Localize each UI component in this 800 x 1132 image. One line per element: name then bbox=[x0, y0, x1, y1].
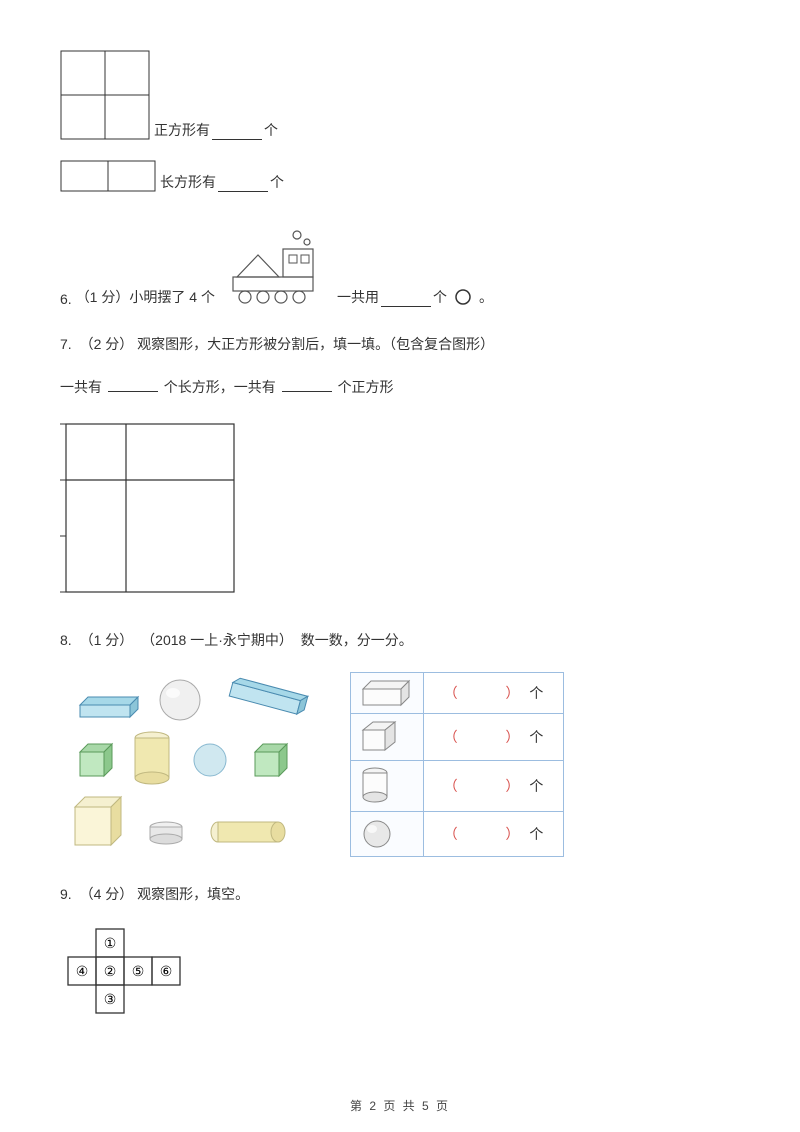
train-figure bbox=[221, 227, 331, 307]
q9-num: 9. bbox=[60, 886, 72, 902]
q7-line1: 7. （2 分） 观察图形，大正方形被分割后，填一填。（包含复合图形） bbox=[60, 332, 740, 357]
q5a-row: 正方形有 个 bbox=[60, 50, 740, 140]
q7-text: 观察图形，大正方形被分割后，填一填。（包含复合图形） bbox=[137, 336, 494, 352]
unit: 个 bbox=[529, 778, 543, 794]
q5b-label: 长方形有 bbox=[160, 172, 216, 192]
cell6: ⑥ bbox=[160, 963, 173, 979]
rparen: ） bbox=[505, 729, 519, 745]
q6-num: 6. bbox=[60, 291, 72, 307]
q7-points: （2 分） bbox=[80, 336, 134, 352]
q7-line2: 一共有 个长方形，一共有 个正方形 bbox=[60, 375, 740, 400]
rparen: ） bbox=[505, 685, 519, 701]
page-footer: 第 2 页 共 5 页 bbox=[0, 1097, 800, 1114]
cuboid-icon bbox=[361, 679, 413, 707]
table-row: （ ） 个 bbox=[351, 811, 564, 856]
q5b-blank[interactable] bbox=[218, 176, 268, 192]
q8-points: （1 分） bbox=[80, 632, 134, 648]
q6-mid: 一共用 bbox=[337, 287, 379, 307]
q7-num: 7. bbox=[60, 336, 72, 352]
table-row: （ ） 个 bbox=[351, 760, 564, 811]
rparen: ） bbox=[505, 778, 519, 794]
unit: 个 bbox=[529, 729, 543, 745]
q8-src: （2018 一上·永宁期中） bbox=[141, 632, 293, 648]
q8-table: （ ） 个 （ ） 个 bbox=[350, 672, 564, 857]
unit: 个 bbox=[529, 826, 543, 842]
q9-points: （4 分） bbox=[80, 886, 134, 902]
q9-text: 观察图形，填空。 bbox=[137, 886, 249, 902]
q8-num: 8. bbox=[60, 632, 72, 648]
q6-tail: 。 bbox=[479, 287, 493, 307]
q6-suf: 个 bbox=[433, 287, 447, 307]
cell5: ⑤ bbox=[132, 963, 145, 979]
q8-line: 8. （1 分） （2018 一上·永宁期中） 数一数，分一分。 bbox=[60, 628, 740, 653]
q7-l2c: 个正方形 bbox=[338, 379, 394, 395]
rparen: ） bbox=[505, 826, 519, 842]
q6-points: （1 分） bbox=[76, 287, 130, 307]
lparen: （ bbox=[444, 826, 458, 842]
q9-line: 9. （4 分） 观察图形，填空。 bbox=[60, 882, 740, 907]
q7-figure bbox=[60, 418, 240, 598]
lparen: （ bbox=[444, 685, 458, 701]
table-row: （ ） 个 bbox=[351, 672, 564, 713]
cylinder-icon bbox=[361, 767, 389, 805]
cube-icon bbox=[361, 720, 399, 754]
q7-l2a: 一共有 bbox=[60, 379, 102, 395]
q7-blank1[interactable] bbox=[108, 376, 158, 392]
cell2: ② bbox=[104, 963, 117, 979]
footer-text: 第 2 页 共 5 页 bbox=[350, 1099, 450, 1113]
sphere-icon bbox=[361, 818, 393, 850]
circle-icon bbox=[453, 287, 473, 307]
cell1: ① bbox=[104, 935, 117, 951]
q8-scatter bbox=[60, 672, 320, 862]
q8-text: 数一数，分一分。 bbox=[301, 632, 413, 648]
q6-row: 6. （1 分） 小明摆了 4 个 一共用 个 。 bbox=[60, 227, 740, 307]
square-2x2-figure bbox=[60, 50, 150, 140]
q6-pre: 小明摆了 4 个 bbox=[129, 287, 215, 307]
q8-figures: （ ） 个 （ ） 个 bbox=[60, 672, 740, 862]
lparen: （ bbox=[444, 729, 458, 745]
lparen: （ bbox=[444, 778, 458, 794]
unit: 个 bbox=[529, 685, 543, 701]
q5a-label: 正方形有 bbox=[154, 120, 210, 140]
cell3: ③ bbox=[104, 991, 117, 1007]
rect-1x2-figure bbox=[60, 160, 156, 192]
q5a-suffix: 个 bbox=[264, 120, 278, 140]
q5b-row: 长方形有 个 bbox=[60, 160, 740, 192]
q6-blank[interactable] bbox=[381, 291, 431, 307]
q7-blank2[interactable] bbox=[282, 376, 332, 392]
q5b-suffix: 个 bbox=[270, 172, 284, 192]
table-row: （ ） 个 bbox=[351, 713, 564, 760]
cell4: ④ bbox=[76, 963, 89, 979]
q5a-blank[interactable] bbox=[212, 124, 262, 140]
q7-l2b: 个长方形，一共有 bbox=[164, 379, 276, 395]
q9-net-figure: ① ④ ② ⑤ ⑥ ③ bbox=[60, 925, 200, 1035]
